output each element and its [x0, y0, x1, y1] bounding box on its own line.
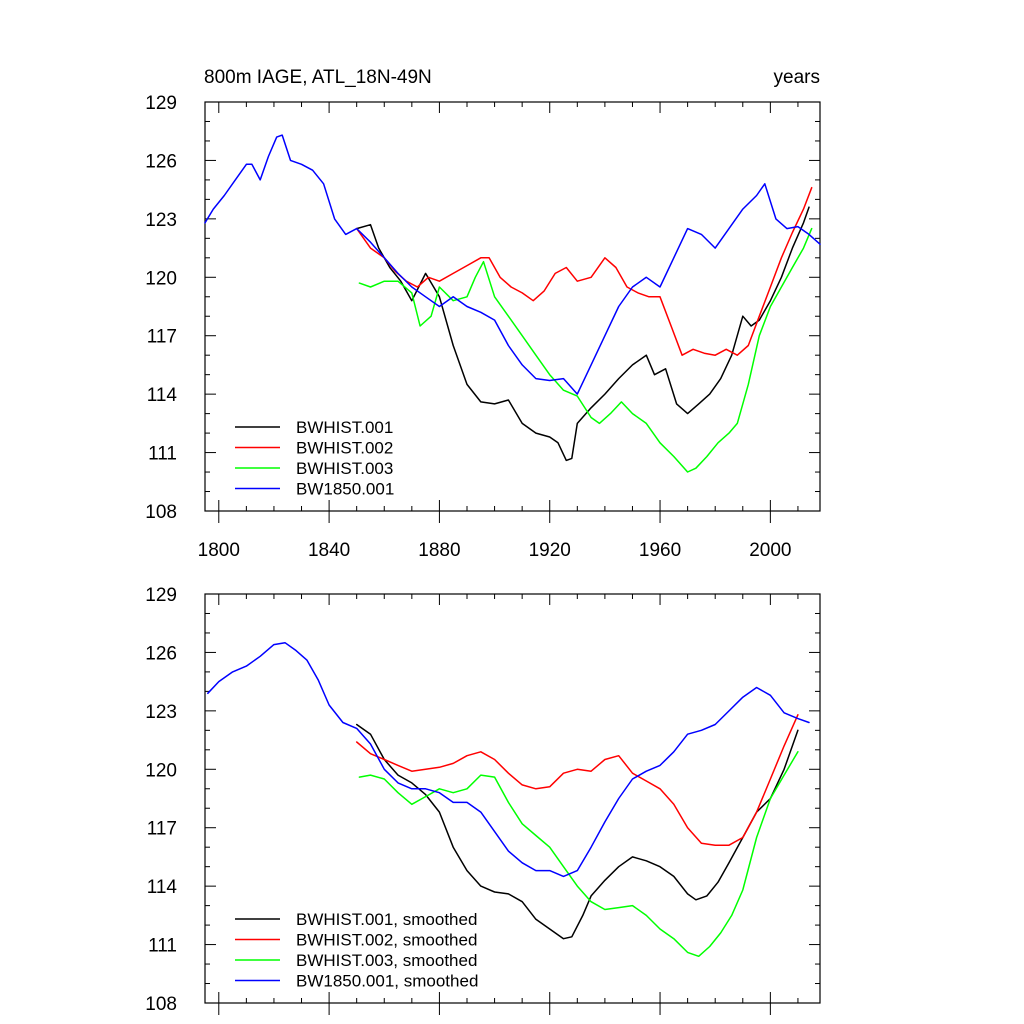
x-tick-label: 1960 — [639, 540, 681, 561]
series-line-1 — [355, 723, 799, 940]
legend-label: BWHIST.003, smoothed — [296, 951, 477, 970]
panel-bottom: 108 111 114 117 120 123 126 129 BWHIST.001, smoo… — [145, 585, 821, 1015]
y-tick-label: 108 — [145, 502, 177, 523]
legend-label: BW1850.001, smoothed — [296, 972, 478, 991]
legend-label: BWHIST.002 — [296, 439, 393, 458]
panel-top: 800m IAGE, ATL_18N-49N years 108 111 114 11… — [145, 67, 821, 561]
legend-label: BWHIST.003 — [296, 459, 393, 478]
y-tick-label: 117 — [147, 327, 177, 348]
legend-label: BWHIST.002, smoothed — [296, 931, 477, 950]
y-tick-label: 111 — [148, 444, 177, 465]
series-line-3 — [358, 227, 813, 473]
y-tick-label: 108 — [145, 994, 177, 1015]
series-line-1 — [355, 206, 810, 462]
y-tick-label: 114 — [147, 877, 178, 898]
x-tick-label: 1840 — [308, 540, 350, 561]
legend-label: BWHIST.001 — [296, 418, 393, 437]
series-line-3 — [358, 751, 799, 958]
plot-frame — [204, 101, 821, 512]
y-tick-label: 129 — [145, 585, 177, 606]
y-tick-label: 126 — [145, 643, 177, 664]
x-tick-label: 1880 — [418, 540, 460, 561]
series-line-4 — [204, 134, 821, 395]
plot-frame — [204, 593, 821, 1004]
y-tick-label: 114 — [147, 385, 178, 406]
y-tick-label: 111 — [148, 936, 177, 957]
y-tick-label: 120 — [145, 760, 177, 781]
x-tick-label: 2000 — [749, 540, 791, 561]
series-line-2 — [355, 186, 813, 356]
legend-label: BWHIST.001, smoothed — [296, 910, 477, 929]
y-tick-label: 123 — [145, 210, 177, 231]
y-tick-label: 129 — [145, 93, 177, 114]
series-line-2 — [355, 714, 799, 846]
x-tick-label: 1800 — [198, 540, 240, 561]
chart-title: 800m IAGE, ATL_18N-49N — [204, 67, 432, 88]
units-label: years — [774, 67, 820, 88]
x-tick-label: 1920 — [529, 540, 571, 561]
y-tick-label: 117 — [147, 819, 177, 840]
legend-label: BW1850.001 — [296, 480, 394, 499]
y-tick-label: 126 — [145, 151, 177, 172]
y-tick-label: 120 — [145, 268, 177, 289]
series-line-4 — [207, 641, 810, 878]
y-tick-label: 123 — [145, 702, 177, 723]
